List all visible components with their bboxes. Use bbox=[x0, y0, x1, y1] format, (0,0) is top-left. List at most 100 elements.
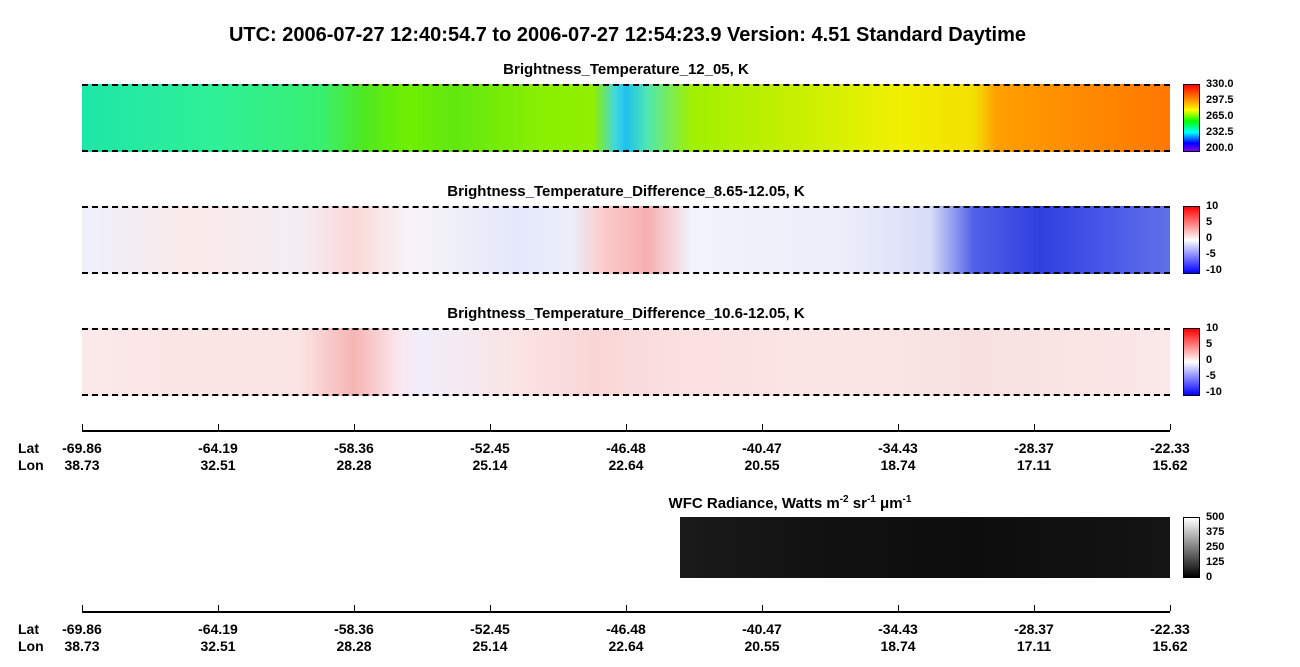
axis-tick bbox=[761, 424, 763, 430]
lon-label: 18.74 bbox=[880, 457, 916, 473]
row-label: Lon bbox=[18, 457, 44, 473]
wfc-title: WFC Radiance, Watts m-2 sr-1 μm-1 bbox=[340, 494, 1240, 512]
colorbar-label: 5 bbox=[1206, 338, 1213, 350]
colorbar-label: -10 bbox=[1206, 264, 1222, 276]
colorbar bbox=[1183, 517, 1200, 578]
colorbar-label: 232.5 bbox=[1206, 126, 1234, 138]
lon-label: 28.28 bbox=[336, 457, 372, 473]
panel-title: Brightness_Temperature_Difference_10.6-1… bbox=[447, 305, 805, 322]
lat-label: -28.37 bbox=[1014, 440, 1054, 456]
colorbar-label: -10 bbox=[1206, 386, 1222, 398]
title: UTC: 2006-07-27 12:40:54.7 to 2006-07-27… bbox=[228, 24, 1027, 46]
superscript: -1 bbox=[902, 494, 912, 505]
axis-tick bbox=[489, 424, 491, 430]
superscript: -2 bbox=[839, 494, 849, 505]
lat-label: -46.48 bbox=[606, 621, 646, 637]
axis-tick bbox=[761, 605, 763, 611]
axis-line bbox=[82, 611, 1170, 613]
lon-label: 38.73 bbox=[64, 457, 100, 473]
lon-label: 32.51 bbox=[200, 457, 236, 473]
lon-label: 25.14 bbox=[472, 457, 508, 473]
panel-title: Brightness_Temperature_Difference_8.65-1… bbox=[447, 183, 805, 200]
lat-label: -34.43 bbox=[878, 440, 918, 456]
lat-label: -64.19 bbox=[198, 621, 238, 637]
axis-tick bbox=[625, 424, 627, 430]
axis-tick bbox=[81, 605, 83, 611]
lon-label: 38.73 bbox=[64, 638, 100, 654]
axis-tick bbox=[1033, 605, 1035, 611]
colorbar-label: 200.0 bbox=[1206, 142, 1234, 154]
lon-label: 17.11 bbox=[1016, 457, 1052, 473]
colorbar bbox=[1183, 328, 1200, 396]
colorbar-label: 0 bbox=[1206, 232, 1213, 244]
colorbar-label: 250 bbox=[1206, 541, 1225, 553]
axis-tick bbox=[625, 605, 627, 611]
lat-label: -40.47 bbox=[742, 621, 782, 637]
axis-tick bbox=[217, 605, 219, 611]
lat-label: -58.36 bbox=[334, 440, 374, 456]
colorbar-label: 265.0 bbox=[1206, 110, 1234, 122]
lat-label: -52.45 bbox=[470, 440, 510, 456]
colorbar-label: 10 bbox=[1206, 200, 1219, 212]
colorbar-label: 500 bbox=[1206, 511, 1225, 523]
title-part: WFC Radiance, Watts m bbox=[668, 495, 840, 512]
lon-label: 20.55 bbox=[744, 457, 780, 473]
axis-tick bbox=[353, 424, 355, 430]
wfc-image bbox=[680, 517, 1170, 578]
title-part: μm bbox=[875, 495, 903, 512]
colorbar-label: 10 bbox=[1206, 322, 1219, 334]
axis-tick bbox=[217, 424, 219, 430]
lon-label: 18.74 bbox=[880, 638, 916, 654]
axis-tick bbox=[1169, 424, 1171, 430]
image-strip bbox=[82, 206, 1170, 274]
axis-tick bbox=[897, 424, 899, 430]
lon-label: 22.64 bbox=[608, 638, 644, 654]
colorbar-label: 0 bbox=[1206, 354, 1213, 366]
lat-label: -52.45 bbox=[470, 621, 510, 637]
lon-label: 17.11 bbox=[1016, 638, 1052, 654]
axis-tick bbox=[1169, 605, 1171, 611]
lat-label: -46.48 bbox=[606, 440, 646, 456]
colorbar-label: 5 bbox=[1206, 216, 1213, 228]
axis-tick bbox=[489, 605, 491, 611]
title-part: sr bbox=[848, 495, 867, 512]
colorbar bbox=[1183, 84, 1200, 152]
lon-label: 32.51 bbox=[200, 638, 236, 654]
colorbar-label: 375 bbox=[1206, 526, 1225, 538]
row-label: Lat bbox=[18, 440, 39, 456]
panel-title: Brightness_Temperature_12_05, K bbox=[503, 61, 749, 78]
colorbar-label: 330.0 bbox=[1206, 78, 1234, 90]
colorbar bbox=[1183, 206, 1200, 274]
lat-label: -34.43 bbox=[878, 621, 918, 637]
axis-line bbox=[82, 430, 1170, 432]
lon-label: 15.62 bbox=[1152, 457, 1188, 473]
colorbar-label: -5 bbox=[1206, 248, 1216, 260]
lon-label: 15.62 bbox=[1152, 638, 1188, 654]
image-strip bbox=[82, 84, 1170, 152]
colorbar-label: 0 bbox=[1206, 571, 1213, 583]
colorbar-label: 297.5 bbox=[1206, 94, 1234, 106]
axis-tick bbox=[353, 605, 355, 611]
colorbar-label: 125 bbox=[1206, 556, 1225, 568]
lat-label: -69.86 bbox=[62, 621, 102, 637]
lat-label: -69.86 bbox=[62, 440, 102, 456]
lon-label: 22.64 bbox=[608, 457, 644, 473]
lat-label: -22.33 bbox=[1150, 621, 1190, 637]
lat-label: -58.36 bbox=[334, 621, 374, 637]
axis-tick bbox=[1033, 424, 1035, 430]
image-strip bbox=[82, 328, 1170, 396]
lon-label: 25.14 bbox=[472, 638, 508, 654]
lat-label: -28.37 bbox=[1014, 621, 1054, 637]
row-label: Lat bbox=[18, 621, 39, 637]
axis-tick bbox=[897, 605, 899, 611]
row-label: Lon bbox=[18, 638, 44, 654]
lat-label: -22.33 bbox=[1150, 440, 1190, 456]
lat-label: -40.47 bbox=[742, 440, 782, 456]
axis-tick bbox=[81, 424, 83, 430]
superscript: -1 bbox=[866, 494, 876, 505]
lon-label: 20.55 bbox=[744, 638, 780, 654]
lon-label: 28.28 bbox=[336, 638, 372, 654]
lat-label: -64.19 bbox=[198, 440, 238, 456]
colorbar-label: -5 bbox=[1206, 370, 1216, 382]
